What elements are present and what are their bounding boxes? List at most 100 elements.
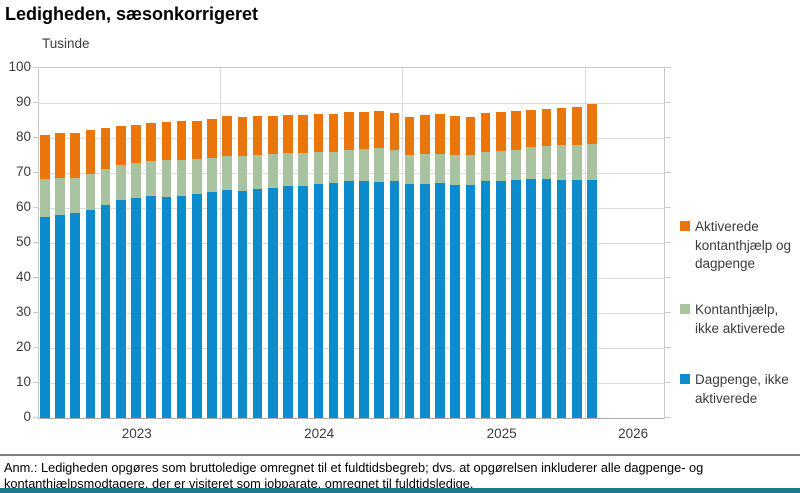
plot-area (38, 67, 665, 419)
bar-segment-2024-09 (344, 149, 354, 181)
y-tick-mark (33, 277, 38, 278)
bar-segment-2026-01 (587, 180, 597, 418)
bar-segment-2023-08 (146, 122, 156, 162)
bar-segment-2023-12 (207, 192, 217, 418)
bar-segment-2023-03 (70, 212, 80, 418)
bar-segment-2024-03 (252, 189, 263, 418)
y-tick-mark (664, 172, 671, 173)
bottom-accent-bar (0, 488, 800, 493)
y-tick-mark (664, 417, 671, 418)
y-tick-mark (664, 277, 671, 278)
bar-segment-2024-06 (298, 153, 308, 186)
gridline-year-separator (402, 68, 404, 418)
bar-segment-2024-11 (374, 148, 384, 182)
bar-segment-2023-08 (146, 161, 156, 197)
bar-segment-2025-10 (541, 109, 552, 147)
bar-segment-2024-08 (328, 114, 339, 152)
bar-segment-2024-09 (344, 111, 354, 150)
x-tick-label-2026: 2026 (618, 426, 649, 441)
note-divider (0, 454, 800, 456)
note-text: Anm.: Ledigheden opgøres som bruttoledig… (4, 460, 704, 492)
bar-segment-2023-04 (85, 130, 96, 174)
y-tick-mark (33, 67, 38, 68)
bar-segment-2025-07 (496, 112, 506, 152)
bar-segment-2024-11 (374, 181, 384, 418)
gridline-year-separator (584, 68, 586, 418)
y-tick-mark (33, 172, 38, 173)
y-tick-mark (33, 312, 38, 313)
bar-segment-2023-10 (176, 159, 187, 197)
y-tick-mark (664, 137, 671, 138)
bar-segment-2024-05 (283, 153, 293, 186)
y-tick-label-0: 0 (23, 409, 31, 424)
bar-segment-2023-02 (55, 178, 65, 215)
legend-swatch-dagpenge (680, 374, 690, 384)
bar-segment-2023-01 (40, 179, 50, 217)
x-tick-label-2023: 2023 (121, 426, 152, 441)
bar-segment-2023-06 (116, 126, 126, 166)
bar-segment-2023-09 (161, 121, 172, 161)
bar-segment-2023-12 (207, 119, 217, 158)
y-tick-mark (664, 67, 671, 68)
bar-segment-2025-11 (556, 107, 567, 146)
y-tick-mark (664, 242, 671, 243)
bar-segment-2025-08 (511, 149, 521, 181)
y-tick-label-40: 40 (15, 269, 31, 284)
bar-segment-2023-06 (116, 200, 126, 418)
bar-segment-2024-07 (313, 114, 324, 153)
bar-segment-2025-11 (556, 145, 567, 181)
bar-segment-2024-08 (328, 151, 339, 184)
bar-segment-2026-01 (587, 104, 597, 144)
bar-segment-2023-09 (161, 196, 172, 418)
y-tick-label-20: 20 (15, 339, 31, 354)
bar-segment-2024-12 (389, 149, 400, 182)
bar-segment-2023-07 (131, 197, 141, 418)
y-tick-mark (33, 347, 38, 348)
bar-segment-2024-01 (222, 155, 232, 190)
y-tick-mark (33, 102, 38, 103)
bar-segment-2023-11 (192, 120, 202, 159)
bar-segment-2025-12 (572, 144, 582, 180)
bar-segment-2023-10 (176, 121, 187, 160)
y-tick-mark (664, 347, 671, 348)
bar-segment-2025-04 (450, 154, 460, 185)
y-tick-mark (33, 137, 38, 138)
bar-segment-2023-02 (55, 215, 65, 418)
y-tick-mark (664, 207, 671, 208)
bar-segment-2024-10 (359, 148, 369, 182)
bar-segment-2025-04 (450, 184, 460, 418)
bar-segment-2025-10 (541, 179, 552, 418)
gridline-y-90 (39, 102, 664, 104)
bar-segment-2025-02 (420, 154, 430, 184)
bar-segment-2025-05 (465, 155, 476, 186)
bar-segment-2024-03 (252, 154, 263, 190)
bar-segment-2025-05 (465, 185, 476, 418)
bar-segment-2023-05 (100, 168, 111, 205)
bar-segment-2026-01 (587, 143, 597, 181)
bar-segment-2023-03 (70, 177, 80, 213)
bar-segment-2024-02 (237, 156, 248, 191)
legend-item-dagpenge: Dagpenge, ikke aktiverede (680, 371, 789, 408)
legend-label-kontanthjaelp: Kontanthjælp, ikke aktiverede (695, 302, 786, 336)
bar-segment-2024-12 (389, 181, 400, 418)
bar-segment-2024-01 (222, 189, 232, 418)
y-axis-unit-label: Tusinde (42, 36, 90, 51)
y-tick-label-70: 70 (15, 164, 31, 179)
bar-segment-2023-07 (131, 125, 141, 163)
bar-segment-2023-12 (207, 157, 217, 193)
bar-segment-2024-06 (298, 114, 308, 154)
bar-segment-2025-09 (526, 147, 536, 179)
x-tick-label-2024: 2024 (304, 426, 335, 441)
bar-segment-2023-11 (192, 194, 202, 418)
bar-segment-2024-07 (313, 183, 324, 418)
bar-segment-2025-08 (511, 180, 521, 418)
bar-segment-2025-07 (496, 151, 506, 181)
bar-segment-2024-08 (328, 183, 339, 418)
bar-segment-2023-08 (146, 196, 156, 418)
bar-segment-2023-03 (70, 133, 80, 178)
y-tick-mark (33, 242, 38, 243)
y-tick-label-50: 50 (15, 234, 31, 249)
bar-segment-2024-10 (359, 111, 369, 149)
bar-segment-2024-12 (389, 113, 400, 150)
